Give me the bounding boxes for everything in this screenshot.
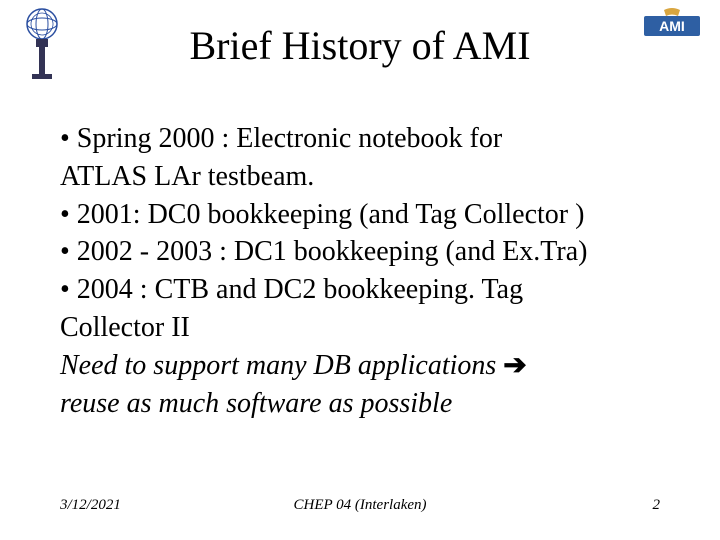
footer-date: 3/12/2021	[60, 497, 121, 514]
slide-footer: 3/12/2021 CHEP 04 (Interlaken) 2	[60, 497, 660, 514]
bullet-line: • 2001: DC0 bookkeeping (and Tag Collect…	[60, 196, 660, 234]
atlas-logo-icon	[22, 6, 62, 80]
footer-center: CHEP 04 (Interlaken)	[60, 497, 660, 514]
slide-title: Brief History of AMI	[0, 0, 720, 69]
footer-page-number: 2	[653, 497, 661, 514]
bullet-line: ATLAS LAr testbeam.	[60, 158, 660, 196]
summary-line: reuse as much software as possible	[60, 385, 660, 423]
slide: AMI Brief History of AMI • Spring 2000 :…	[0, 0, 720, 540]
bullet-line: Collector II	[60, 309, 660, 347]
bullet-line: • 2002 - 2003 : DC1 bookkeeping (and Ex.…	[60, 233, 660, 271]
summary-text-1: Need to support many DB applications	[60, 350, 503, 381]
bullet-line: • 2004 : CTB and DC2 bookkeeping. Tag	[60, 271, 660, 309]
bullet-line: • Spring 2000 : Electronic notebook for	[60, 120, 660, 158]
slide-body: • Spring 2000 : Electronic notebook for …	[60, 120, 660, 422]
arrow-icon: ➔	[503, 350, 526, 381]
summary-line: Need to support many DB applications ➔	[60, 347, 660, 385]
ami-logo-text: AMI	[659, 18, 685, 34]
ami-logo-icon: AMI	[644, 8, 700, 38]
